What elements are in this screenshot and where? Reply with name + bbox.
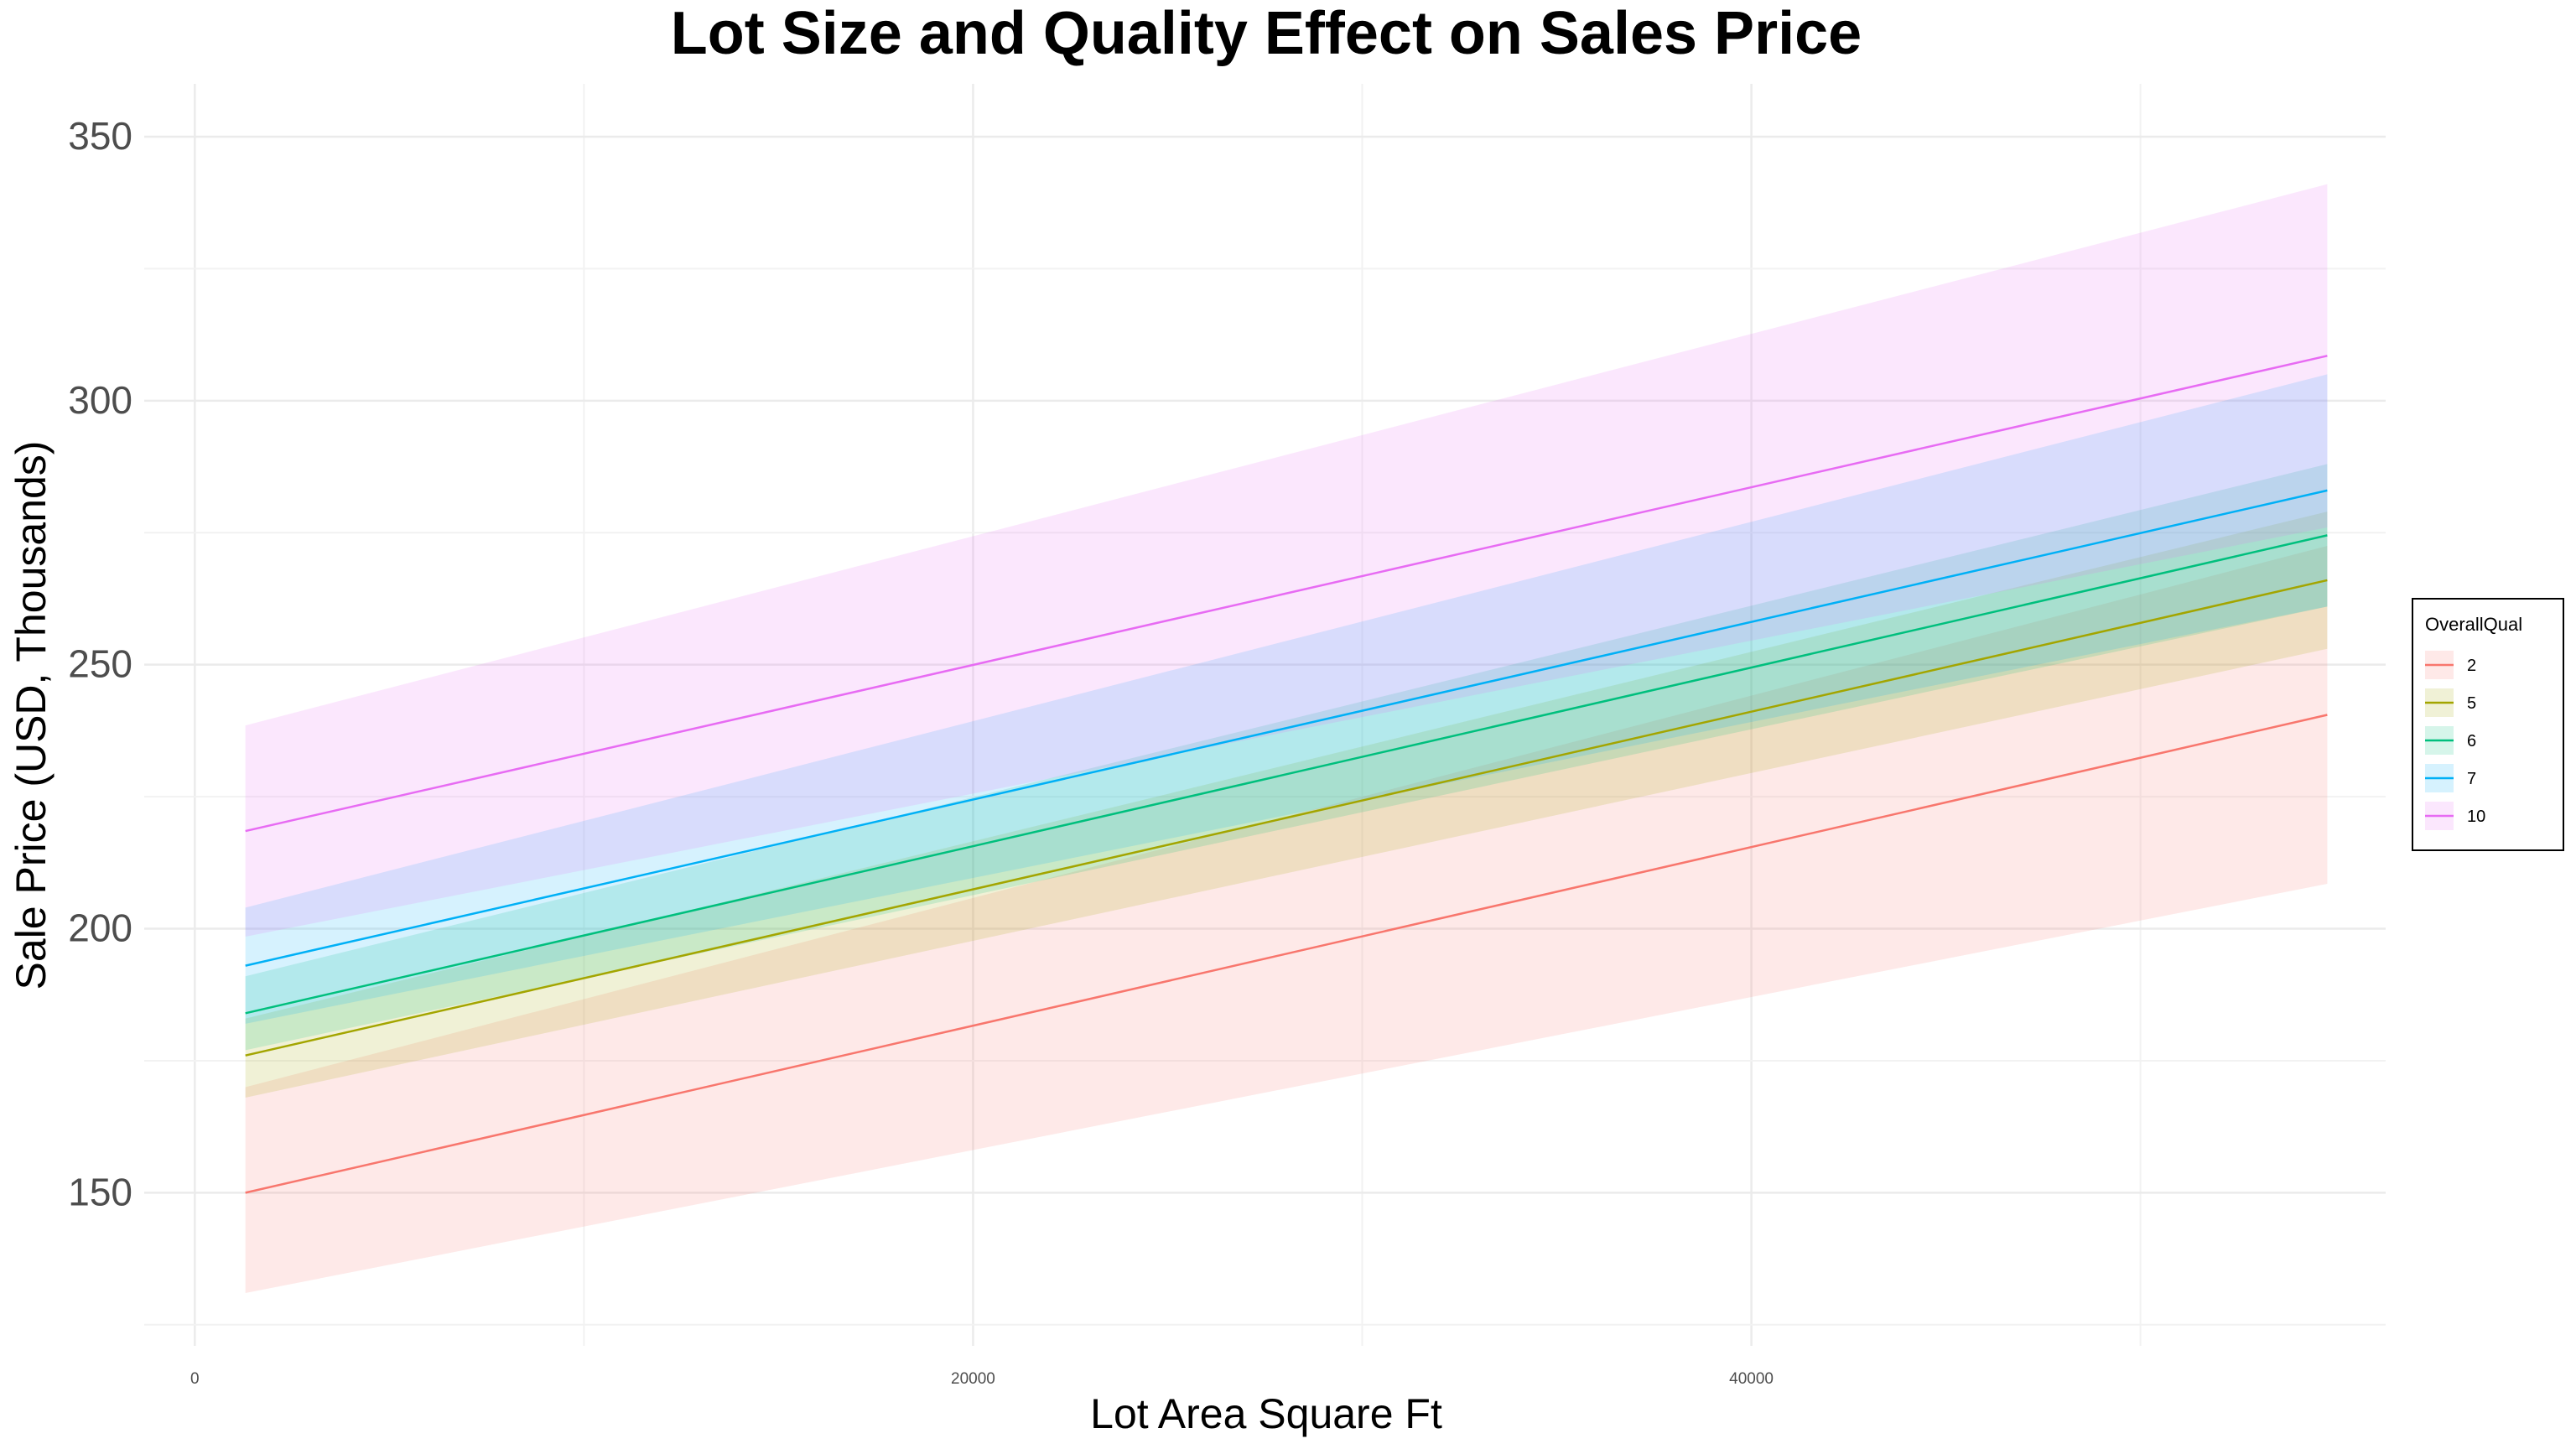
line-qual-7 <box>245 489 2328 967</box>
legend-item-7: 7 <box>2425 764 2476 792</box>
ribbon-qual-6 <box>245 464 2328 1051</box>
legend-items: 2 5 6 7 10 <box>2425 651 2485 830</box>
ribbon-qual-5 <box>245 512 2328 1098</box>
y-tick-label: 350 <box>68 114 132 158</box>
x-tick-label: 40000 <box>1729 1370 1774 1388</box>
chart-title: Lot Size and Quality Effect on Sales Pri… <box>671 0 1862 67</box>
ribbon-layer <box>245 184 2328 1294</box>
grid-layer <box>144 84 2386 1346</box>
x-tick-label: 0 <box>190 1370 200 1388</box>
tick-layer: 150 200 250 300 350 0 20000 40000 <box>68 114 1774 1388</box>
line-qual-6 <box>245 534 2328 1015</box>
y-tick-label: 200 <box>68 906 132 950</box>
legend-item-10: 10 <box>2425 802 2485 830</box>
y-tick-label: 150 <box>68 1170 132 1213</box>
line-qual-10 <box>245 355 2328 833</box>
legend-label: 5 <box>2467 694 2476 713</box>
legend-title: OverallQual <box>2425 614 2522 635</box>
legend: OverallQual 2 5 6 7 10 <box>2412 598 2564 851</box>
y-tick-label: 250 <box>68 642 132 686</box>
line-layer <box>245 355 2328 1194</box>
ribbon-qual-10 <box>245 184 2328 937</box>
x-tick-label: 20000 <box>951 1370 995 1388</box>
y-axis-title: Sale Price (USD, Thousands) <box>8 441 55 990</box>
legend-box <box>2412 598 2564 851</box>
legend-label: 10 <box>2467 808 2485 826</box>
line-qual-5 <box>245 579 2328 1057</box>
legend-label: 6 <box>2467 732 2476 750</box>
legend-item-2: 2 <box>2425 651 2476 679</box>
y-tick-label: 300 <box>68 378 132 422</box>
legend-item-5: 5 <box>2425 688 2476 717</box>
legend-label: 2 <box>2467 657 2476 675</box>
legend-label: 7 <box>2467 770 2476 788</box>
ribbon-qual-2 <box>245 545 2328 1294</box>
x-axis-title: Lot Area Square Ft <box>1090 1390 1442 1437</box>
legend-item-6: 6 <box>2425 726 2476 755</box>
line-qual-2 <box>245 714 2328 1194</box>
ribbon-qual-7 <box>245 374 2328 1024</box>
